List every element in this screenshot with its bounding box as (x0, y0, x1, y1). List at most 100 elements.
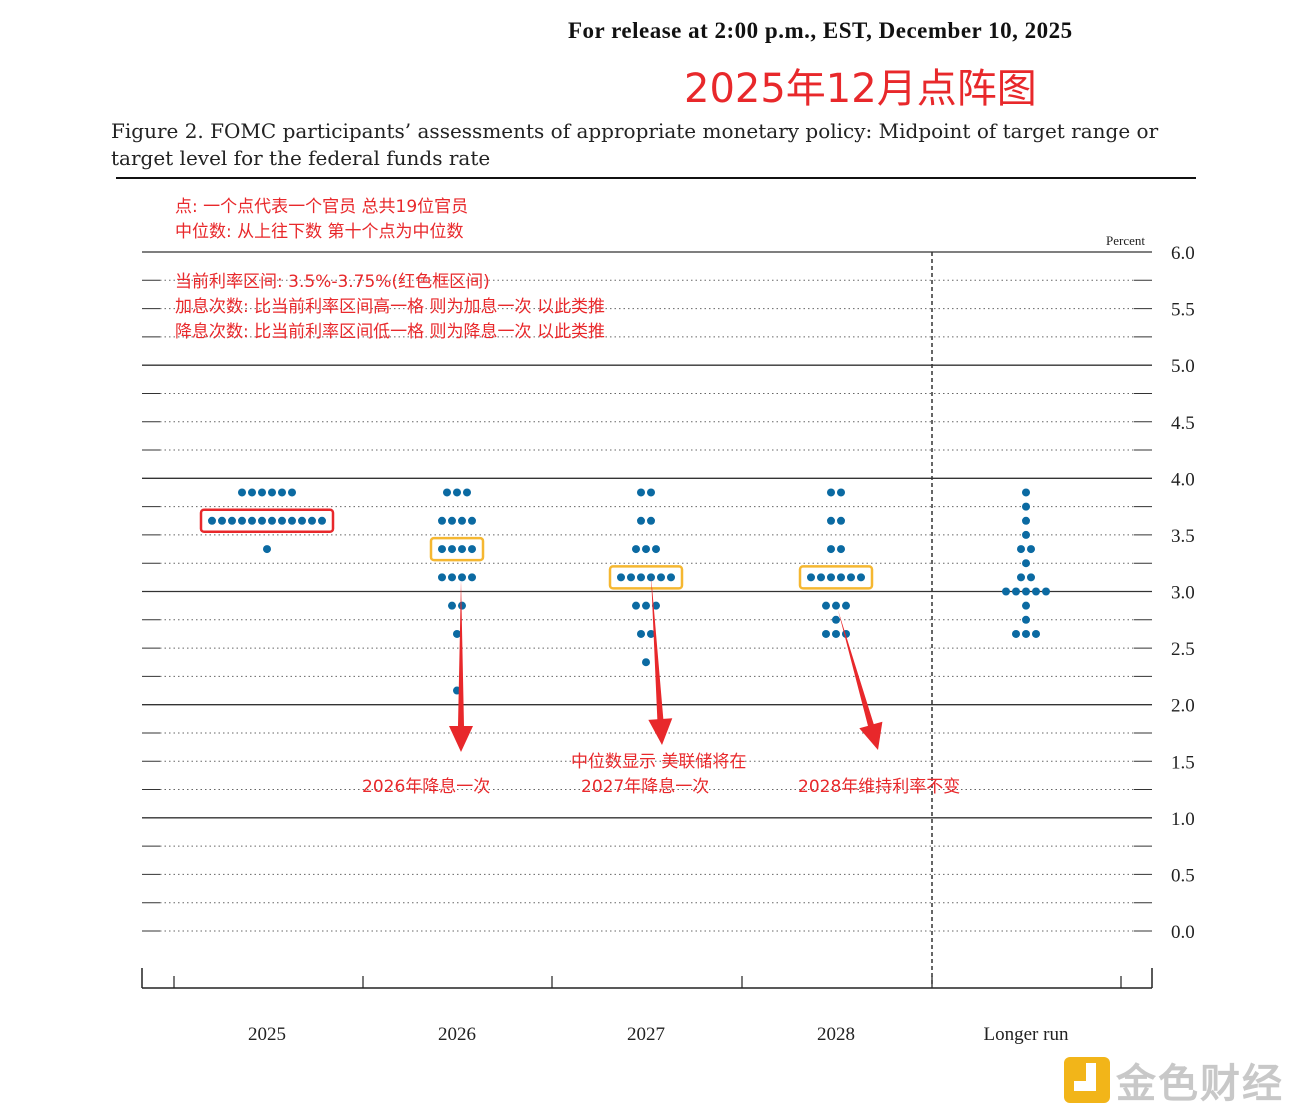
dot (847, 573, 855, 582)
dot (443, 488, 451, 497)
dot (458, 516, 466, 525)
dot (1012, 587, 1020, 596)
dot (667, 573, 675, 582)
dot (468, 573, 476, 582)
highlight-box (429, 536, 485, 562)
note-current: 当前利率区间: 3.5%-3.75%(红色框区间) (175, 272, 490, 292)
dot (642, 545, 650, 554)
y-tick-label: 0.0 (1171, 922, 1195, 943)
arrow (648, 575, 673, 745)
dot (298, 516, 306, 525)
dot (448, 516, 456, 525)
dot (438, 545, 446, 554)
dot (837, 516, 845, 525)
annotation-2028: 2028年维持利率不变 (798, 777, 961, 797)
dot (438, 516, 446, 525)
dot (617, 573, 625, 582)
dot (657, 573, 665, 582)
dot (1012, 629, 1020, 638)
dot (228, 516, 236, 525)
dot (263, 545, 271, 554)
dot (817, 573, 825, 582)
dot (448, 545, 456, 554)
dot (238, 488, 246, 497)
note-hikes: 加息次数: 比当前利率区间高一格 则为加息一次 以此类推 (175, 297, 605, 317)
dot (632, 601, 640, 610)
dot (438, 573, 446, 582)
dot (647, 488, 655, 497)
dot (463, 488, 471, 497)
note-cuts: 降息次数: 比当前利率区间低一格 则为降息一次 以此类推 (175, 322, 605, 342)
dot (1017, 573, 1025, 582)
dot (827, 573, 835, 582)
arrow (838, 610, 883, 750)
y-tick-label: 3.0 (1171, 583, 1195, 604)
logo: 金色财经 (1064, 1051, 1284, 1109)
annotation-2027-line1: 中位数显示 美联储将在 (571, 752, 747, 772)
dot (248, 516, 256, 525)
highlight-box (798, 565, 874, 590)
dot (288, 516, 296, 525)
dot (647, 573, 655, 582)
dot (468, 516, 476, 525)
chinese-title: 2025年12月点阵图 (684, 66, 1037, 112)
highlight-box (608, 565, 684, 590)
dot (288, 488, 296, 497)
logo-text: 金色财经 (1116, 1061, 1284, 1107)
dot (647, 629, 655, 638)
logo-icon (1064, 1057, 1110, 1103)
dot (1022, 502, 1030, 511)
dot (1027, 573, 1035, 582)
dot (453, 488, 461, 497)
dot (248, 488, 256, 497)
dot (857, 573, 865, 582)
x-tick-label: 2027 (627, 1024, 665, 1045)
figure-title: Figure 2. FOMC participants’ assessments… (111, 119, 1159, 170)
dot (453, 629, 461, 638)
note-median: 中位数: 从上往下数 第十个点为中位数 (175, 222, 464, 242)
y-tick-label: 4.5 (1171, 413, 1195, 434)
dot (632, 545, 640, 554)
dot (1022, 516, 1030, 525)
dot (652, 601, 660, 610)
dot (208, 516, 216, 525)
dot (627, 573, 635, 582)
y-tick-label: 1.5 (1171, 752, 1195, 773)
dot (837, 488, 845, 497)
y-tick-label: 5.5 (1171, 300, 1195, 321)
dot (468, 545, 476, 554)
annotation-2026: 2026年降息一次 (362, 777, 491, 797)
dot (837, 573, 845, 582)
note-dot: 点: 一个点代表一个官员 总共19位官员 (175, 197, 469, 217)
dot (822, 629, 830, 638)
dot (238, 516, 246, 525)
dot (258, 488, 266, 497)
dot (1017, 545, 1025, 554)
dot (1022, 559, 1030, 568)
dot (652, 545, 660, 554)
dot (448, 573, 456, 582)
dot (458, 601, 466, 610)
dot (637, 488, 645, 497)
dot (1042, 587, 1050, 596)
dot (637, 573, 645, 582)
dot (308, 516, 316, 525)
dot (827, 488, 835, 497)
dot (1022, 530, 1030, 539)
dot (832, 629, 840, 638)
y-tick-label: 6.0 (1171, 243, 1195, 264)
dot (642, 658, 650, 667)
arrow (449, 580, 473, 752)
y-tick-label: 3.5 (1171, 526, 1195, 547)
y-tick-label: 4.0 (1171, 469, 1195, 490)
dot (1022, 629, 1030, 638)
dot (637, 516, 645, 525)
dot (1027, 545, 1035, 554)
y-tick-label: 0.5 (1171, 865, 1195, 886)
dot (822, 601, 830, 610)
dot (832, 601, 840, 610)
dot (1032, 629, 1040, 638)
dot (278, 516, 286, 525)
dot (837, 545, 845, 554)
dot (458, 573, 466, 582)
